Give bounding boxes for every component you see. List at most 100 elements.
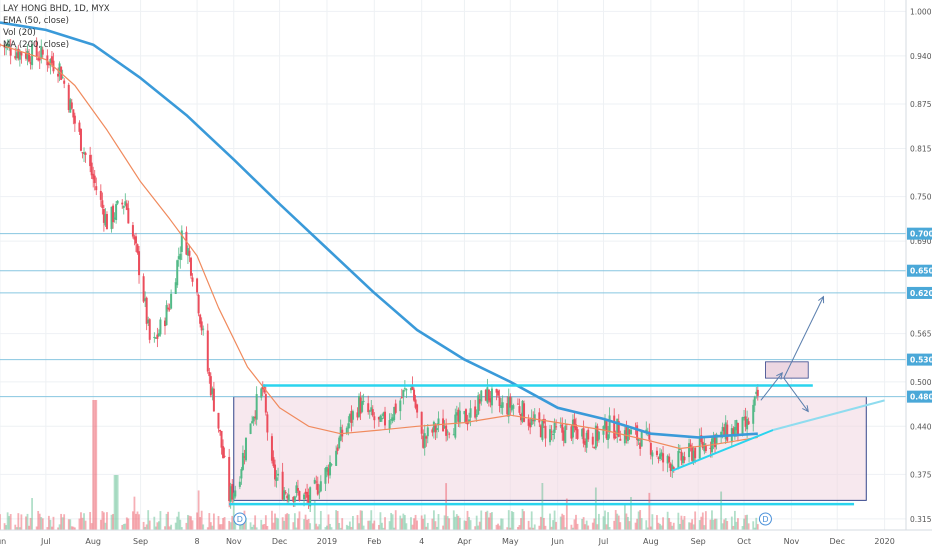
volume-bar [512, 512, 515, 530]
volume-bar [741, 526, 744, 530]
volume-bar [124, 523, 127, 530]
candle-body [112, 205, 115, 223]
volume-bar [475, 515, 478, 530]
volume-bar [627, 516, 629, 530]
volume-bar [602, 516, 605, 530]
volume-bar [324, 527, 327, 530]
candle-body [115, 204, 118, 220]
time-tick-label: 2020 [874, 537, 894, 546]
volume-bar [724, 518, 727, 530]
candle-body [79, 129, 82, 151]
volume-bar [81, 517, 84, 530]
volume-bar [200, 510, 203, 530]
price-tick-label: 0.500 [910, 378, 932, 387]
candle-body [356, 412, 359, 418]
volume-bar [255, 527, 258, 530]
candle-body [283, 490, 286, 500]
volume-bar [442, 525, 444, 530]
volume-bar [287, 514, 290, 530]
volume-bar [688, 522, 690, 530]
volume-bar [752, 521, 755, 530]
volume-bar [266, 525, 269, 530]
time-tick-label: Jul [598, 537, 609, 546]
candle-body [209, 376, 212, 396]
candle-body [177, 256, 180, 259]
volume-bar [420, 515, 423, 530]
volume-bar [298, 511, 301, 530]
candle-body [144, 298, 147, 301]
volume-bar [605, 524, 608, 530]
volume-bar [9, 514, 12, 530]
candle-body [31, 43, 34, 66]
volume-bar [573, 519, 576, 530]
volume-bar [637, 511, 640, 530]
volume-bar [318, 524, 321, 530]
candle-body [584, 441, 587, 446]
volume-bar [712, 519, 715, 530]
volume-bar [185, 522, 188, 530]
candle-body [445, 425, 448, 436]
candle-body [701, 441, 704, 449]
candle-body [72, 109, 75, 118]
candle-body [564, 425, 567, 444]
volume-bar [746, 514, 749, 530]
volume-bar [581, 518, 584, 530]
candle-body [409, 387, 412, 391]
candle-body [170, 293, 173, 309]
volume-bar [352, 515, 354, 530]
volume-bar [3, 523, 6, 530]
volume-bar [413, 518, 415, 530]
volume-bar [541, 483, 544, 530]
volume-bar [596, 524, 599, 530]
candle-body [391, 417, 394, 421]
volume-bar [67, 519, 70, 530]
volume-bar [359, 510, 362, 530]
candle-body [93, 175, 96, 184]
volume-bar [138, 514, 140, 530]
volume-bar [521, 508, 524, 530]
volume-bar [220, 524, 223, 530]
candle-body [405, 389, 408, 391]
volume-bar [92, 400, 95, 530]
volume-bar [132, 511, 134, 530]
candle-body [284, 492, 287, 494]
candle-body [228, 456, 231, 502]
volume-bar [458, 517, 461, 530]
volume-bar [384, 517, 386, 530]
candle-body [516, 403, 519, 405]
candle-body [275, 477, 278, 481]
volume-bar [500, 518, 503, 530]
volume-bar [649, 526, 652, 530]
volume-bar [157, 521, 160, 530]
price-badge [907, 353, 932, 366]
volume-legend-label[interactable]: Vol (20) [3, 28, 36, 38]
ema-legend-label[interactable]: EMA (50, close) [3, 16, 69, 26]
price-badge [907, 390, 932, 403]
candle-body [101, 200, 104, 209]
candle-body [28, 52, 31, 62]
candle-body [648, 431, 651, 440]
volume-bar [604, 510, 606, 530]
volume-bar [368, 520, 371, 530]
candle-body [351, 411, 354, 420]
price-tick-label: 0.565 [910, 330, 932, 339]
chart-title[interactable]: LAY HONG BHD, 1D, MYX [3, 4, 110, 14]
volume-bar [555, 521, 558, 530]
candle-body [414, 399, 417, 408]
volume-bar [197, 490, 200, 530]
volume-bar [446, 516, 449, 530]
volume-bar [18, 527, 21, 530]
volume-bar [630, 497, 632, 530]
volume-bar [565, 498, 568, 530]
volume-bar [31, 498, 33, 530]
ma-legend-label[interactable]: MA (200, close) [3, 40, 70, 50]
candle-body [134, 236, 137, 244]
volume-bar [463, 520, 466, 530]
candle-body [338, 437, 341, 449]
volume-bar [170, 524, 173, 530]
candle-body [329, 462, 332, 476]
candle-body [623, 430, 626, 444]
candle-body [202, 328, 205, 330]
